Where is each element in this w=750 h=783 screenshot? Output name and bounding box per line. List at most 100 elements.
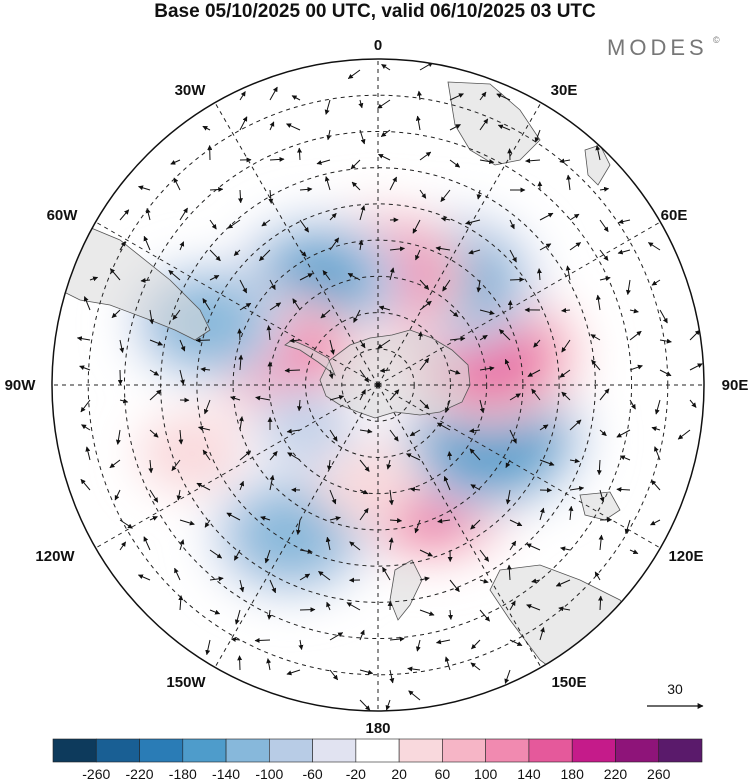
wind-vector — [479, 549, 490, 562]
wind-vector — [476, 189, 482, 200]
colorbar-swatch — [615, 738, 660, 763]
reference-vector: 30 — [647, 681, 704, 709]
antarctic-peninsula — [284, 339, 336, 377]
wind-vector — [329, 339, 335, 355]
wind-vector — [326, 601, 331, 611]
wind-vector — [89, 276, 99, 282]
wind-vector — [442, 279, 451, 292]
wind-vector — [377, 339, 391, 349]
wind-vector — [298, 639, 304, 651]
lon-60e-label: 60E — [661, 207, 688, 224]
wind-vector — [443, 475, 451, 491]
colorbar-tick-label: 60 — [435, 766, 451, 782]
wind-vector — [599, 388, 610, 401]
wind-vector — [539, 507, 545, 521]
wind-vector — [407, 666, 421, 672]
wind-vector — [509, 639, 523, 647]
anomaly-blob — [330, 456, 408, 516]
wind-vector — [509, 600, 516, 611]
wind-vector — [138, 185, 151, 191]
wind-vector — [140, 277, 151, 283]
wind-vector — [504, 669, 511, 684]
wind-vector — [650, 479, 661, 491]
wind-vector — [469, 428, 481, 434]
lon-120e-label: 120E — [668, 548, 703, 565]
latitude-circle — [123, 130, 633, 640]
wind-vector — [419, 189, 427, 199]
wind-vector — [202, 125, 211, 131]
colorbar-swatch — [485, 738, 530, 763]
wind-vector — [239, 116, 248, 131]
colorbar-tick-label: -100 — [255, 766, 283, 782]
wind-vector — [539, 243, 552, 251]
meridian-line — [95, 384, 379, 549]
wind-vector — [449, 93, 464, 101]
wind-vector — [149, 389, 162, 401]
wind-vector — [172, 309, 181, 320]
wind-vector — [299, 219, 310, 233]
wind-vector — [569, 419, 582, 431]
wind-vector — [149, 369, 160, 376]
wind-vector — [566, 174, 572, 191]
wind-vector — [539, 212, 554, 221]
wind-vector — [659, 338, 672, 344]
wind-vector — [389, 636, 405, 642]
wind-vector — [143, 536, 151, 551]
wind-vector — [119, 339, 125, 353]
wind-vector — [329, 669, 339, 681]
wind-vector — [137, 574, 151, 581]
wind-vector — [297, 147, 303, 161]
polar-map[interactable] — [51, 58, 705, 712]
wind-vector — [119, 398, 129, 404]
wind-vector — [599, 219, 609, 233]
wind-vector — [595, 294, 601, 311]
colorbar-swatch — [225, 738, 270, 763]
wind-vector — [629, 549, 639, 555]
colorbar-tick-label: 100 — [474, 766, 498, 782]
colorbar-swatch — [398, 738, 443, 763]
wind-vector — [599, 186, 610, 192]
colorbar: -260 -220 -180 -140 -100 -60 -20 20 60 100 140 180 2… — [52, 738, 703, 782]
wind-vector — [261, 219, 271, 227]
wind-vector — [284, 367, 301, 373]
lon-90w-label: 90W — [5, 377, 37, 394]
wind-vector — [299, 273, 314, 281]
wind-vector — [536, 268, 542, 281]
wind-vector — [689, 329, 701, 341]
wind-vector — [539, 627, 545, 641]
wind-vector — [449, 309, 459, 317]
wind-vector — [359, 205, 366, 221]
wind-vector — [470, 484, 481, 491]
wind-vector — [359, 489, 369, 495]
wind-vector — [359, 428, 373, 434]
wind-vector — [178, 429, 184, 445]
wind-vector — [209, 576, 224, 582]
colorbar-tick-label: -140 — [212, 766, 240, 782]
wind-vector — [479, 334, 488, 341]
wind-vector — [479, 118, 489, 131]
colorbar-swatch — [52, 738, 97, 763]
colorbar-swatch — [139, 738, 184, 763]
wind-vector — [264, 549, 271, 564]
wind-vector — [80, 399, 91, 413]
wind-vector — [419, 549, 433, 557]
wind-vector — [389, 518, 403, 524]
wind-vector — [479, 578, 489, 584]
wind-vector — [499, 329, 511, 341]
lon-90e-label: 90E — [722, 377, 749, 394]
wind-vector — [358, 99, 364, 109]
wind-vector — [380, 129, 391, 137]
wind-vector — [595, 145, 601, 161]
tasmania — [579, 491, 621, 521]
wind-vector — [654, 399, 661, 415]
wind-vector — [233, 249, 241, 256]
wind-vector — [689, 363, 703, 371]
wind-vector — [329, 429, 338, 442]
wind-vector — [509, 429, 517, 444]
wind-vector — [378, 305, 391, 311]
wind-vector — [109, 459, 121, 469]
wind-vector — [465, 219, 481, 225]
wind-vector — [202, 449, 211, 461]
wind-vector — [179, 539, 185, 551]
colorbar-swatch — [355, 738, 400, 763]
